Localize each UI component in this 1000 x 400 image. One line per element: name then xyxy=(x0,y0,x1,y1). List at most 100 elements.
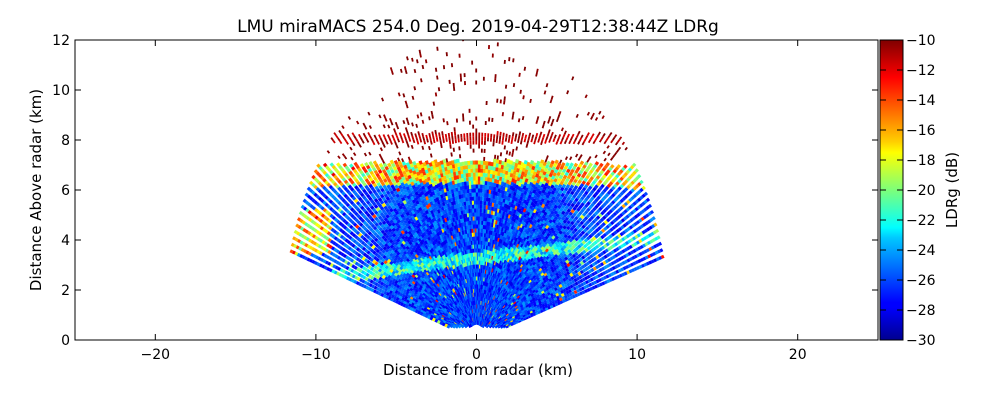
radar-gate xyxy=(428,254,434,259)
radar-gate xyxy=(407,203,412,209)
radar-gate xyxy=(526,292,532,297)
radar-gate xyxy=(657,249,661,254)
radar-gate xyxy=(572,257,578,262)
radar-gate xyxy=(448,140,452,145)
radar-gate xyxy=(406,121,410,126)
radar-gate xyxy=(563,256,569,261)
radar-gate xyxy=(602,232,607,238)
radar-gate xyxy=(454,233,458,238)
radar-gate xyxy=(431,164,436,169)
radar-gate xyxy=(450,176,455,182)
radar-gate xyxy=(528,163,533,169)
radar-gate xyxy=(415,219,420,225)
radar-gate xyxy=(554,189,559,195)
radar-gate xyxy=(541,208,546,214)
radar-gate xyxy=(556,267,561,272)
radar-gate xyxy=(429,233,434,239)
radar-gate xyxy=(577,244,582,249)
radar-gate xyxy=(524,249,529,255)
radar-gate xyxy=(575,273,580,278)
radar-gate xyxy=(585,280,589,285)
radar-gate xyxy=(440,237,446,242)
radar-gate xyxy=(447,173,452,179)
radar-gate xyxy=(600,190,606,196)
radar-gate xyxy=(528,250,534,256)
radar-gate xyxy=(549,258,554,263)
radar-gate xyxy=(548,263,553,268)
radar-gate xyxy=(581,255,586,260)
radar-gate xyxy=(537,166,542,171)
radar-gate xyxy=(534,311,539,316)
radar-gate xyxy=(536,228,541,234)
radar-gate xyxy=(555,264,560,269)
radar-gate xyxy=(553,253,559,259)
radar-gate xyxy=(574,231,580,236)
radar-gate xyxy=(510,253,515,258)
radar-gate xyxy=(425,243,430,249)
radar-gate xyxy=(538,302,543,307)
radar-gate xyxy=(421,64,425,70)
radar-gate xyxy=(644,221,649,226)
radar-gate xyxy=(423,165,428,171)
radar-gate xyxy=(568,237,574,243)
radar-gate xyxy=(418,220,424,226)
radar-gate xyxy=(531,267,537,273)
radar-gate xyxy=(556,277,561,283)
radar-gate xyxy=(499,168,504,174)
radar-gate xyxy=(554,235,559,240)
radar-gate xyxy=(399,187,405,193)
radar-gate xyxy=(561,258,567,263)
radar-gate xyxy=(532,302,537,307)
radar-gate xyxy=(502,165,507,171)
radar-gate xyxy=(510,216,515,221)
radar-gate xyxy=(613,197,618,203)
radar-gate xyxy=(585,135,589,140)
radar-gate xyxy=(648,246,653,252)
radar-gate xyxy=(623,164,628,169)
radar-gate xyxy=(539,295,544,301)
radar-gate xyxy=(415,123,419,128)
radar-gate xyxy=(569,272,574,277)
radar-gate xyxy=(552,250,557,256)
radar-gate xyxy=(609,131,613,136)
radar-gate xyxy=(559,165,564,170)
radar-gate xyxy=(520,272,526,278)
radar-gate xyxy=(634,168,639,173)
radar-gate xyxy=(527,238,533,244)
radar-gate xyxy=(456,203,461,208)
radar-gate xyxy=(607,134,611,139)
radar-gate xyxy=(495,220,500,226)
radar-gate xyxy=(599,272,604,277)
radar-gate xyxy=(539,233,544,238)
radar-gate xyxy=(569,162,574,167)
radar-data-layer xyxy=(289,40,665,329)
radar-gate xyxy=(573,221,579,227)
radar-gate xyxy=(420,234,425,239)
radar-gate xyxy=(527,259,532,265)
radar-gate xyxy=(398,205,403,210)
radar-gate xyxy=(563,228,569,233)
radar-gate xyxy=(524,260,529,266)
radar-gate xyxy=(452,147,455,152)
radar-gate xyxy=(557,235,563,241)
radar-gate xyxy=(505,179,510,184)
radar-gate xyxy=(411,184,416,190)
radar-gate xyxy=(577,283,582,289)
radar-gate xyxy=(436,170,441,176)
radar-gate xyxy=(568,171,573,177)
radar-gate xyxy=(514,233,519,239)
radar-gate xyxy=(498,222,503,227)
radar-gate xyxy=(615,149,620,154)
radar-gate xyxy=(443,234,449,240)
radar-gate xyxy=(628,232,633,237)
radar-gate xyxy=(525,288,530,294)
radar-gate xyxy=(543,197,549,202)
radar-gate xyxy=(563,280,568,285)
radar-gate xyxy=(459,190,463,195)
radar-gate xyxy=(502,203,507,208)
radar-gate xyxy=(391,70,394,75)
radar-gate xyxy=(528,280,533,286)
radar-gate xyxy=(581,240,586,245)
radar-gate xyxy=(379,172,385,177)
radar-gate xyxy=(401,158,405,163)
